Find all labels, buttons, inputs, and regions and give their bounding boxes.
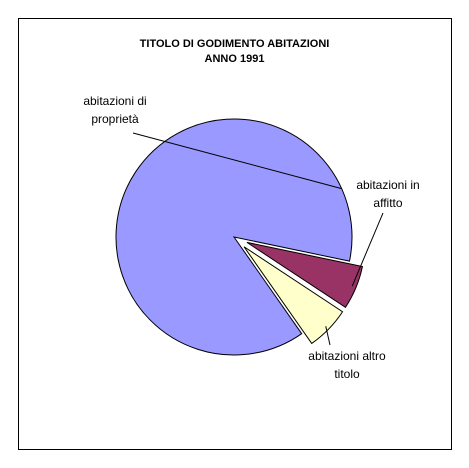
pie-slice bbox=[115, 118, 353, 356]
pie-slice bbox=[246, 241, 364, 309]
chart-title: TITOLO DI GODIMENTO ABITAZIONI bbox=[139, 38, 330, 50]
slice-label: abitazioni di proprietà bbox=[83, 94, 147, 126]
leader-line bbox=[132, 132, 342, 190]
leader-line bbox=[351, 212, 384, 287]
slice-label: abitazioni altro titolo bbox=[308, 349, 386, 381]
chart-subtitle: ANNO 1991 bbox=[204, 53, 265, 65]
pie-slice bbox=[243, 246, 344, 345]
leader-line bbox=[325, 326, 331, 346]
slice-label: abitazioni in affitto bbox=[356, 178, 420, 210]
